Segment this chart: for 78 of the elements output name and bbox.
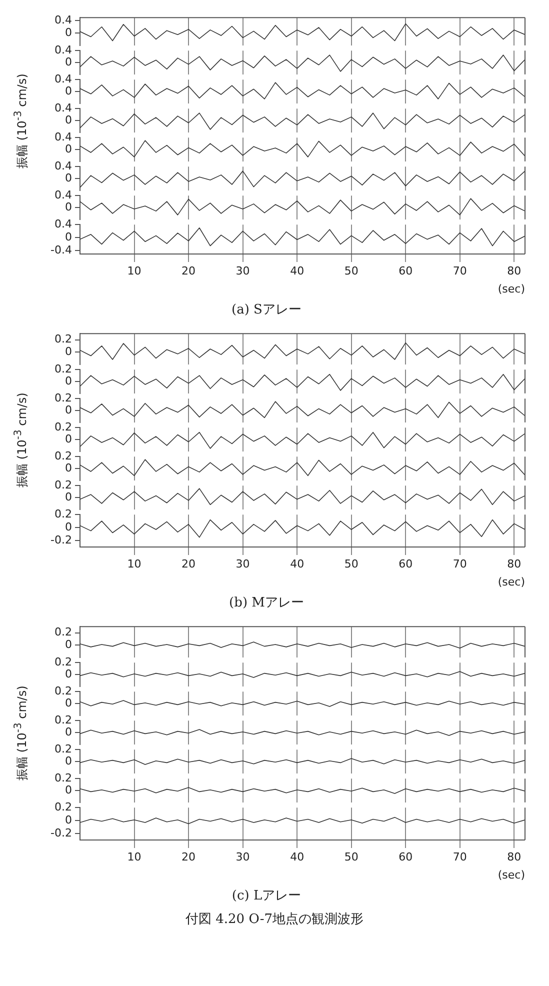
x-tick-label: 50 (344, 557, 358, 570)
x-tick-label: 40 (290, 264, 304, 278)
y-tick-label: 0.2 (54, 391, 72, 404)
y-tick-label: 0.2 (54, 449, 72, 462)
x-axis-title: (sec) (498, 868, 525, 882)
y-tick-label: 0.2 (54, 478, 72, 492)
y-tick-label: 0 (65, 200, 72, 214)
y-tick-label: 0.2 (54, 684, 72, 698)
y-tick-label: 0 (65, 813, 72, 826)
y-tick-label: 0 (65, 783, 72, 796)
x-axis-title: (sec) (498, 576, 525, 589)
y-tick-label: -0.2 (50, 826, 72, 840)
x-tick-label: 10 (127, 850, 142, 864)
y-tick-label: 0 (65, 754, 72, 768)
y-tick-label: 0.4 (54, 130, 72, 144)
y-tick-label: 0 (65, 84, 72, 98)
x-tick-label: 70 (452, 850, 467, 864)
text: (a) Sアレー (232, 302, 302, 318)
y-tick-label: 0 (65, 490, 72, 504)
y-tick-label: 0 (65, 374, 72, 388)
y-tick-label: 0.2 (54, 713, 72, 726)
y-tick-label: 0.2 (54, 420, 72, 434)
y-tick-label: 0.2 (54, 332, 72, 346)
y-tick-label: 0.4 (54, 43, 72, 56)
y-tick-label: 0.4 (54, 188, 72, 202)
x-tick-label: 30 (236, 264, 250, 278)
text: (b) Mアレー (229, 596, 304, 611)
y-tick-label: 0.4 (54, 14, 72, 27)
y-tick-label: 0.2 (54, 362, 72, 376)
y-tick-label: -0.2 (50, 533, 72, 546)
y-tick-label: 0 (65, 725, 72, 738)
y-tick-label: 0.2 (54, 507, 72, 520)
y-tick-label: 0 (65, 171, 72, 184)
y-tick-label: 0.4 (54, 72, 72, 86)
y-tick-label: 0 (65, 696, 72, 710)
x-tick-label: 20 (182, 264, 196, 278)
x-tick-label: 60 (398, 557, 413, 570)
text: 付図 4.20 O-7地点の観測波形 (184, 911, 364, 928)
x-tick-label: 80 (507, 264, 522, 278)
y-tick-label: 0.2 (54, 742, 72, 756)
y-tick-label: 0 (65, 667, 72, 680)
x-tick-label: 50 (344, 264, 358, 278)
y-tick-label: 0 (65, 403, 72, 416)
x-axis-title: (sec) (498, 282, 525, 296)
y-tick-label: 0 (65, 26, 72, 39)
y-tick-label: 0 (65, 230, 72, 244)
x-tick-label: 20 (182, 850, 196, 864)
y-tick-label: 0 (65, 461, 72, 474)
x-tick-label: 10 (127, 557, 142, 570)
y-tick-label: 0.4 (54, 217, 72, 230)
x-tick-label: 60 (398, 264, 413, 278)
x-tick-label: 50 (344, 850, 358, 864)
x-tick-label: 40 (290, 850, 304, 864)
y-tick-label: 0 (65, 344, 72, 358)
y-tick-label: 0.2 (54, 626, 72, 639)
y-tick-label: 0.4 (54, 101, 72, 114)
x-tick-label: 80 (507, 850, 522, 864)
x-tick-label: 30 (236, 850, 250, 864)
x-tick-label: 40 (290, 557, 304, 570)
x-tick-label: 30 (236, 557, 250, 570)
x-tick-label: 10 (127, 264, 142, 278)
y-tick-label: 0 (65, 520, 72, 534)
x-tick-label: 60 (398, 850, 413, 864)
y-tick-label: 0.2 (54, 771, 72, 784)
y-tick-label: 0 (65, 113, 72, 126)
text: (c) Lアレー (232, 888, 302, 904)
y-tick-label: -0.4 (50, 244, 72, 257)
y-tick-label: 0.2 (54, 655, 72, 668)
y-tick-label: 0 (65, 432, 72, 446)
y-tick-label: 0 (65, 142, 72, 156)
x-tick-label: 80 (507, 557, 522, 570)
y-tick-label: 0.2 (54, 800, 72, 814)
x-tick-label: 70 (452, 557, 467, 570)
y-tick-label: 0 (65, 638, 72, 651)
y-tick-label: 0 (65, 55, 72, 68)
x-tick-label: 20 (182, 557, 196, 570)
x-tick-label: 70 (452, 264, 467, 278)
y-tick-label: 0.4 (54, 159, 72, 172)
